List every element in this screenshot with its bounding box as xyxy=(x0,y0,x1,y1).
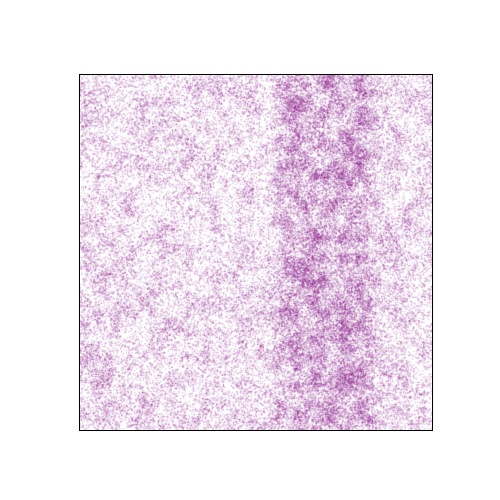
scatter-plot-area xyxy=(80,75,432,430)
